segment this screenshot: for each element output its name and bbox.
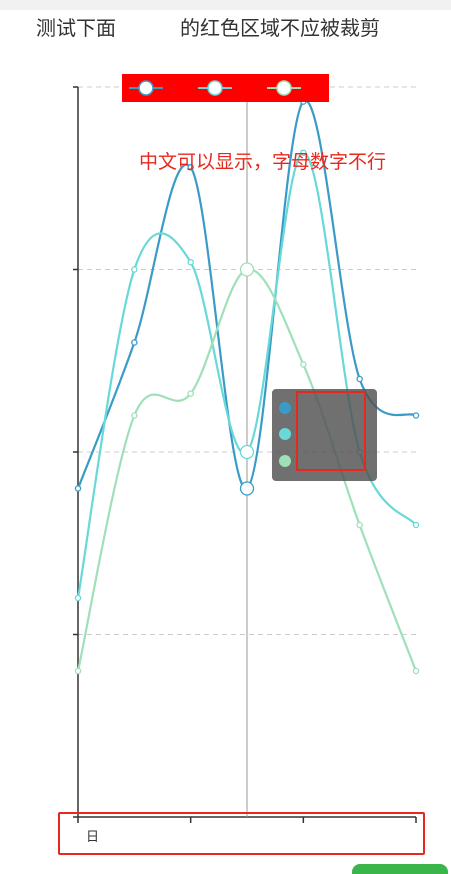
annotation-note: 中文可以显示，字母数字不行	[139, 151, 387, 173]
series-1-point-3	[239, 481, 255, 496]
series-1-point-2	[187, 164, 194, 171]
x-axis-highlight-box	[58, 812, 425, 855]
chart-tooltip	[272, 389, 377, 481]
series-2-point-0	[74, 594, 82, 602]
tooltip-series-1-dot	[279, 402, 291, 414]
series-3-point-2	[187, 390, 194, 397]
series-2-point-3	[239, 444, 255, 460]
legend-item-1-marker	[138, 80, 154, 96]
series-3-point-6	[412, 667, 420, 675]
series-2-point-1	[131, 266, 138, 273]
series-3-point-1	[131, 412, 138, 419]
series-3-point-3	[239, 262, 255, 277]
series-1-point-1	[131, 339, 138, 346]
bottom-green-button[interactable]	[352, 864, 448, 874]
tooltip-series-2-dot	[279, 428, 291, 440]
series-2-point-6	[412, 521, 420, 529]
series-1-point-6	[412, 412, 420, 419]
series-2-point-4	[300, 149, 307, 156]
series-3-point-5	[356, 521, 363, 529]
legend-item-3-marker	[276, 80, 292, 96]
x-tick-label: 日	[86, 830, 99, 845]
caption-left: 测试下面	[36, 16, 116, 40]
tooltip-highlight-box	[296, 391, 366, 471]
series-1-point-5	[356, 375, 363, 383]
tooltip-series-3-dot	[279, 455, 291, 467]
caption-right: 的红色区域不应被裁剪	[180, 16, 380, 40]
legend-item-2-marker	[207, 80, 223, 96]
series-3-point-4	[300, 361, 307, 368]
top-bar	[0, 0, 451, 10]
series-1-point-0	[74, 485, 82, 492]
series-2-point-2	[187, 258, 194, 266]
series-3-point-0	[74, 667, 82, 675]
